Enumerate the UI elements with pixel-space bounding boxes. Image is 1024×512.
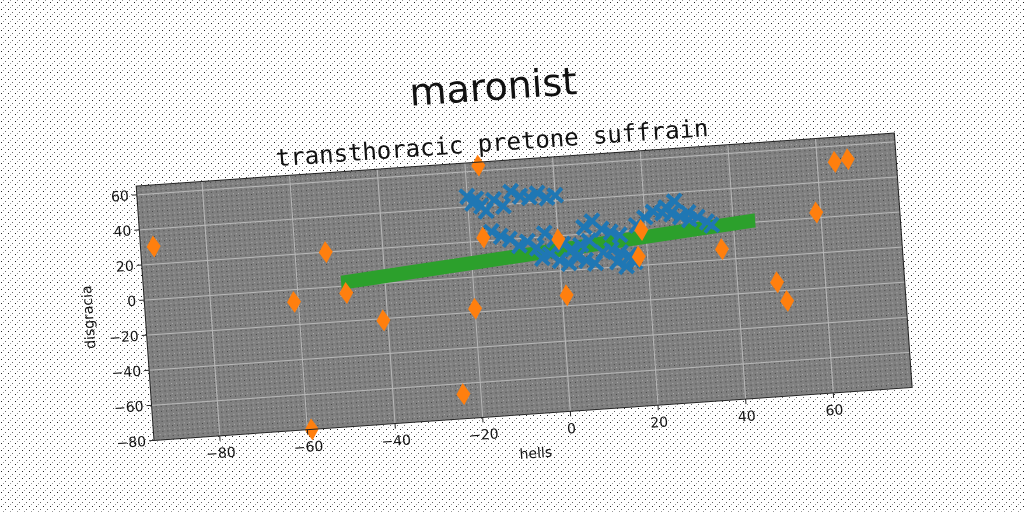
diamond-marker-point <box>631 245 646 268</box>
y-tick-label: 60 <box>111 188 130 205</box>
y-tick-label: 40 <box>113 223 132 240</box>
y-tick-label: −80 <box>116 434 147 452</box>
x-marker-point <box>492 227 510 246</box>
y-gridline <box>136 141 896 196</box>
x-marker-point <box>592 220 611 239</box>
x-marker-point <box>477 202 495 220</box>
x-marker-point <box>563 240 581 258</box>
x-marker-point <box>603 240 621 259</box>
diamond-marker-point <box>809 201 824 224</box>
x-marker-point <box>577 251 595 270</box>
diamond-marker-point <box>634 219 649 242</box>
x-marker-point <box>494 197 512 216</box>
diamond-marker-point <box>827 150 842 173</box>
x-marker-point <box>550 251 569 270</box>
x-gridline <box>814 138 834 393</box>
diamond-marker-point <box>318 241 333 264</box>
plot-frame <box>135 132 913 441</box>
x-marker-point <box>612 243 630 262</box>
diamond-marker-point <box>471 154 486 177</box>
x-marker-point <box>608 252 626 271</box>
diamond-marker-point <box>339 282 354 304</box>
x-marker-point <box>671 207 689 226</box>
y-tick-label: 0 <box>127 294 137 311</box>
diamond-marker-point <box>770 271 785 294</box>
diamond-marker-point <box>468 297 483 320</box>
diamond-marker-point <box>456 383 471 406</box>
x-gridline <box>639 150 659 406</box>
diamond-marker-point <box>840 148 855 171</box>
diamond-marker-point <box>780 289 795 312</box>
y-gridline <box>139 176 898 231</box>
y-axis-label: disgracia <box>79 285 99 349</box>
x-marker-point <box>610 226 629 244</box>
x-marker-point <box>546 186 565 205</box>
axis-ticks: −80 −60 −40 −20 0 20 40 60 −80 −60 −40 −20 0 20 40 60 <box>109 188 844 463</box>
x-tick-label: −60 <box>293 439 324 457</box>
x-tick-label: −20 <box>469 426 500 444</box>
x-marker-point <box>559 254 578 273</box>
y-tick-label: −20 <box>109 329 140 347</box>
x-marker-point <box>510 236 528 255</box>
x-tick-label: 0 <box>567 421 577 438</box>
x-marker-point <box>657 198 675 216</box>
y-gridline <box>151 351 910 406</box>
plot-noise <box>136 133 913 441</box>
x-gridline <box>552 156 571 412</box>
x-tick-label: 20 <box>650 415 669 432</box>
y-tick-label: −40 <box>111 364 142 382</box>
x-marker-point <box>575 218 593 236</box>
x-marker-point <box>688 208 707 227</box>
x-marker-point <box>568 248 586 267</box>
x-tick-label: 40 <box>737 408 756 425</box>
y-gridline <box>141 211 900 266</box>
x-tick-label: 60 <box>825 402 844 419</box>
y-gridline <box>149 316 908 371</box>
x-marker-point <box>601 223 620 241</box>
x-tick-label: −40 <box>381 433 412 451</box>
x-gridline <box>376 169 396 424</box>
x-marker-point <box>520 188 538 207</box>
diamond-marker-point <box>476 226 491 249</box>
diamond-marker-point <box>287 290 302 313</box>
x-marker-point <box>571 236 590 254</box>
x-gridline <box>201 181 221 436</box>
x-marker-point <box>617 257 636 276</box>
x-marker-point <box>528 239 546 257</box>
diamond-marker-point <box>146 235 161 258</box>
diamond-marker-point <box>376 309 391 332</box>
x-marker-point <box>702 216 721 234</box>
diamond-marker-point <box>714 238 729 261</box>
x-marker-point <box>665 192 684 211</box>
x-marker-point <box>580 231 599 250</box>
series-layer <box>146 148 855 441</box>
x-marker-point <box>502 182 520 201</box>
x-marker-point <box>533 249 551 267</box>
y-tick-label: −60 <box>114 399 145 417</box>
x-gridline <box>727 144 747 400</box>
x-tick-label: −80 <box>206 445 237 463</box>
diamond-marker-point <box>551 228 566 251</box>
y-gridline <box>144 246 903 301</box>
x-axis-label: hells <box>519 445 553 463</box>
diamond-marker-point <box>559 284 574 307</box>
y-tick-label: 20 <box>115 259 134 276</box>
x-marker-point <box>528 184 547 203</box>
x-marker-point <box>679 203 698 222</box>
